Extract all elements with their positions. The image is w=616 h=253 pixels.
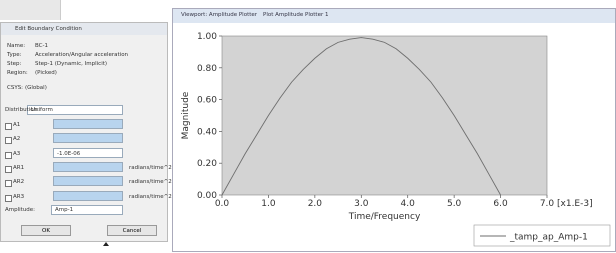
- x-tick-label: 4.0: [401, 199, 416, 209]
- legend-label: _tamp_ap_Amp-1: [509, 233, 588, 243]
- x-unit: [x1.E-3]: [557, 199, 593, 209]
- y-tick-label: 0.60: [197, 96, 217, 106]
- x-tick-label: 7.0: [540, 199, 555, 209]
- y-tick-label: 1.00: [197, 32, 217, 42]
- plot-area: [222, 36, 547, 195]
- screen: Edit Boundary Condition Name:BC-1Type:Ac…: [0, 0, 616, 253]
- y-axis-label: Magnitude: [181, 91, 191, 139]
- x-tick-label: 0.0: [215, 199, 230, 209]
- x-tick-label: 2.0: [308, 199, 323, 209]
- x-tick-label: 5.0: [447, 199, 462, 209]
- x-axis-label: Time/Frequency: [348, 212, 421, 222]
- x-tick-label: 3.0: [354, 199, 369, 209]
- y-tick-label: 0.80: [197, 64, 217, 74]
- cursor: [103, 242, 109, 246]
- y-tick-label: 0.40: [197, 127, 217, 137]
- x-tick-label: 6.0: [493, 199, 508, 209]
- chart: 0.000.200.400.600.801.000.01.02.03.04.05…: [0, 0, 616, 253]
- x-tick-label: 1.0: [261, 199, 276, 209]
- y-tick-label: 0.20: [197, 159, 217, 169]
